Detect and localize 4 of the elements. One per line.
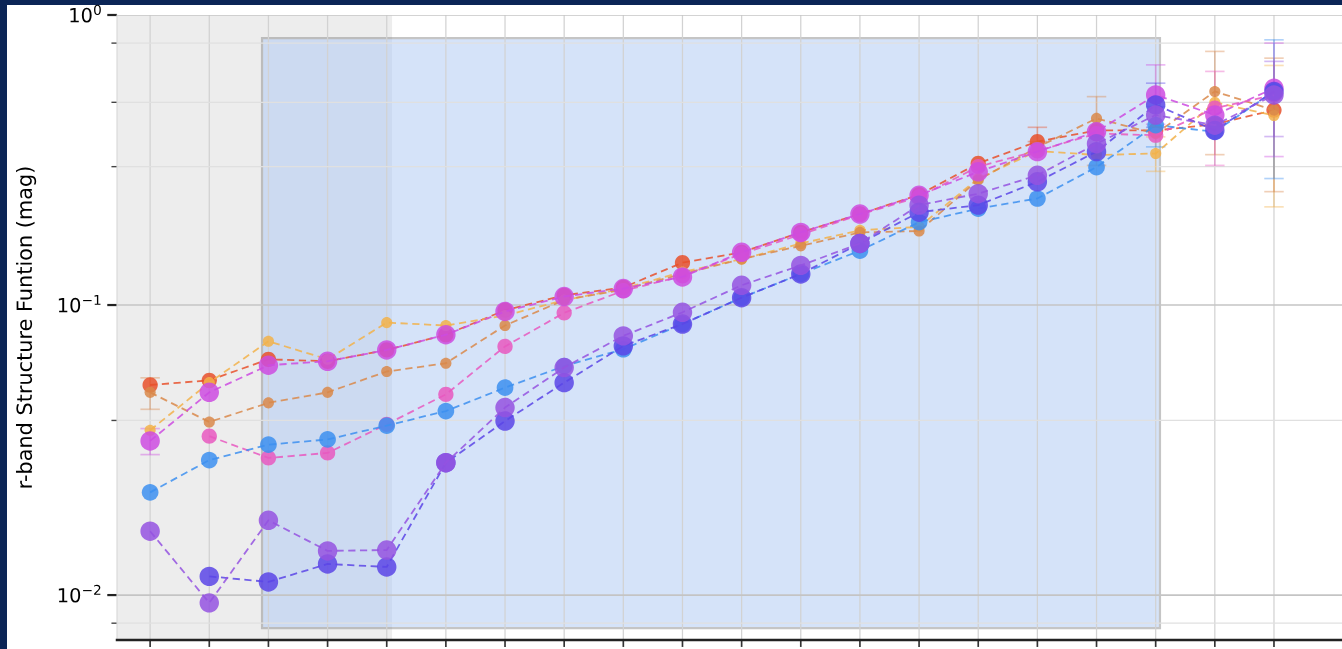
y-tick-label: 10$^{−1}$ [58,294,101,313]
y-axis-title: r-band Structure Funtion (mag) [15,167,37,488]
y-tick-label: 10$^{−2}$ [58,584,101,603]
y-tick-label: 10$^{0}$ [70,4,101,23]
